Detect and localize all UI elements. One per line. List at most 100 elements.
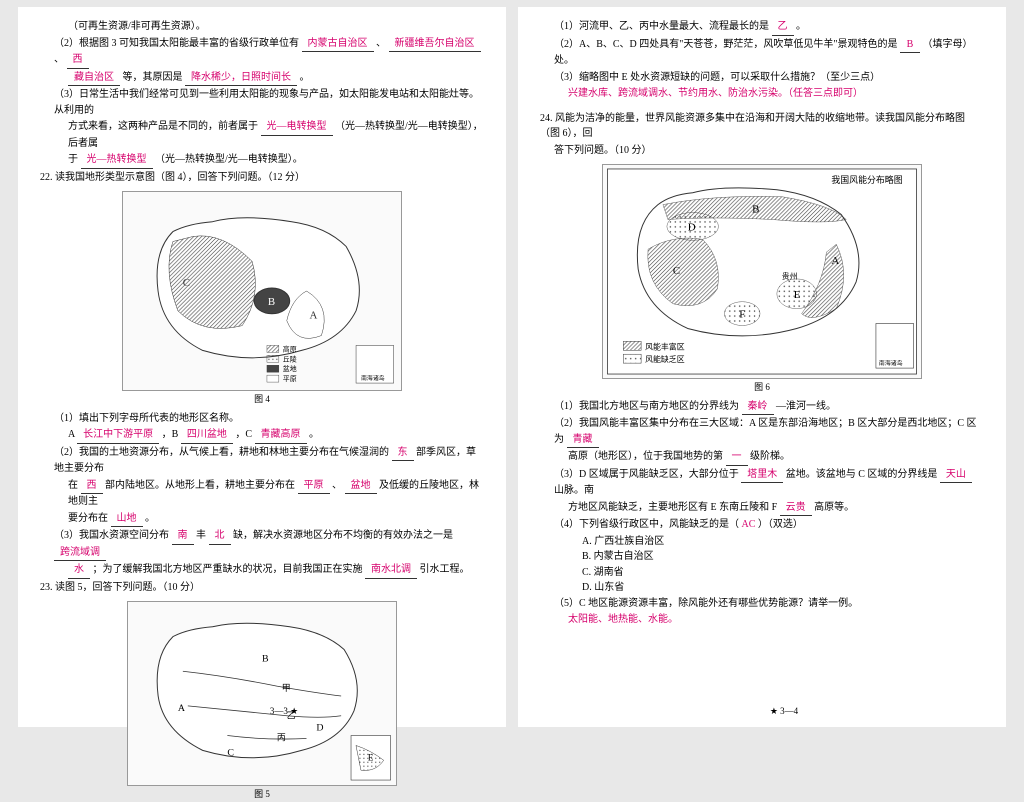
- text: 高原等。: [814, 502, 854, 513]
- text: （2）我国风能丰富区集中分布在三大区域：A 区是东部沿海地区；B 区大部分是西北…: [554, 418, 977, 445]
- q-line: 于 光—热转换型 （光—热转换型/光—电转换型）。: [40, 152, 484, 169]
- text: 部内陆地区。从地形上看，耕地主要分布在: [105, 480, 295, 491]
- svg-text:风能缺乏区: 风能缺乏区: [645, 354, 685, 364]
- q22-1-answers: A 长江中下游平原 ，B 四川盆地 ，C 青藏高原 。: [40, 427, 484, 444]
- svg-text:D: D: [316, 723, 323, 734]
- text: ）（双选）: [758, 519, 803, 530]
- question-24: 24. 风能为洁净的能量，世界风能资源多集中在沿海和开阔大陆的收缩地带。读我国风…: [540, 111, 984, 142]
- text: 。: [309, 429, 319, 440]
- svg-text:F: F: [739, 309, 745, 321]
- text: 高原（地形区），位于我国地势的第: [568, 451, 723, 462]
- page-footer-right: ★ 3—4: [540, 705, 1024, 719]
- options-row1: A. 广西壮族自治区 B. 内蒙古自治区: [540, 534, 984, 565]
- q23-1: （1）河流甲、乙、丙中水量最大、流程最长的是 乙 。: [540, 19, 984, 36]
- text: ，B: [162, 429, 179, 440]
- text: —淮河一线。: [776, 401, 836, 412]
- answer: AC: [742, 519, 756, 530]
- q23-3-ans: 兴建水库、跨流域调水、节约用水、防治水污染。（任答三点即可）: [540, 86, 984, 102]
- text: 在: [68, 480, 78, 491]
- svg-text:平原: 平原: [283, 375, 297, 383]
- answer: 长江中下游平原: [77, 427, 159, 444]
- answer: 云贵: [780, 500, 812, 517]
- answer: 南水北调: [365, 562, 417, 579]
- question-24b: 答下列问题。（10 分）: [540, 143, 984, 159]
- answer: 光—电转换型: [261, 119, 333, 136]
- question-23: 23. 读图 5，回答下列问题。（10 分）: [40, 580, 484, 596]
- page-left: （可再生资源/非可再生资源）。 （2）根据图 3 可知我国太阳能最丰富的省级行政…: [18, 7, 506, 727]
- answer: 东: [392, 445, 414, 462]
- options-row2: C. 湖南省 D. 山东省: [540, 565, 984, 596]
- answer: 青藏高原: [255, 427, 307, 444]
- text: A: [68, 429, 75, 440]
- text: （2）我国的土地资源分布，从气候上看，耕地和林地主要分布在气候湿润的: [54, 447, 389, 458]
- q24-3b: 方地区风能缺乏，主要地形区有 E 东南丘陵和 F 云贵 高原等。: [540, 500, 984, 517]
- svg-text:南海诸岛: 南海诸岛: [879, 359, 903, 367]
- text: （3）D 区域属于风能缺乏区，大部分位于: [554, 469, 739, 480]
- answer: 西: [67, 52, 89, 69]
- q-line: （2）根据图 3 可知我国太阳能最丰富的省级行政单位有 内蒙古自治区 、 新疆维…: [40, 36, 484, 69]
- q22-2b: 在 西 部内陆地区。从地形上看，耕地主要分布在 平原 、 盆地 及低缓的丘陵地区…: [40, 478, 484, 510]
- answer: 一: [726, 449, 748, 466]
- q22-3: （3）我国水资源空间分布 南 丰 北 缺，解决水资源地区分布不均衡的有效办法之一…: [40, 528, 484, 561]
- svg-text:E: E: [794, 289, 801, 301]
- text: ；为了缓解我国北方地区严重缺水的状况，目前我国正在实施: [93, 564, 363, 575]
- q22-2: （2）我国的土地资源分布，从气候上看，耕地和林地主要分布在气候湿润的 东 部季风…: [40, 445, 484, 477]
- svg-text:甲: 甲: [282, 683, 291, 693]
- svg-text:E: E: [368, 753, 373, 763]
- text: 级阶梯。: [750, 451, 790, 462]
- q24-3: （3）D 区域属于风能缺乏区，大部分位于 塔里木 盆地。该盆地与 C 区域的分界…: [540, 467, 984, 499]
- text: （1）河流甲、乙、丙中水量最大、流程最长的是: [554, 21, 769, 32]
- answer: 塔里木: [741, 467, 783, 484]
- option-d: D. 山东省: [582, 580, 782, 596]
- answer: 降水稀少，日照时间长: [185, 70, 297, 87]
- q24-5-ans: 太阳能、地热能、水能。: [540, 612, 984, 628]
- text: 、: [332, 480, 342, 491]
- svg-text:C: C: [227, 748, 234, 759]
- answer: 四川盆地: [181, 427, 233, 444]
- q24-5: （5）C 地区能源资源丰富，除风能外还有哪些优势能源？请举一例。: [540, 596, 984, 612]
- text: 、: [54, 54, 64, 65]
- text: 方地区风能缺乏，主要地形区有 E 东南丘陵和 F: [568, 502, 777, 513]
- text: 方式来看，这两种产品是不同的，前者属于: [68, 121, 258, 132]
- option-a: A. 广西壮族自治区: [582, 534, 782, 550]
- text: ，C: [235, 429, 252, 440]
- answer: 天山: [940, 467, 972, 484]
- q-line: （3）日常生活中我们经常可见到一些利用太阳能的现象与产品，如太阳能发电站和太阳能…: [40, 87, 484, 118]
- q-line: 藏自治区 等，其原因是 降水稀少，日照时间长 。: [40, 70, 484, 87]
- q24-2: （2）我国风能丰富区集中分布在三大区域：A 区是东部沿海地区；B 区大部分是西北…: [540, 416, 984, 448]
- page-right: （1）河流甲、乙、丙中水量最大、流程最长的是 乙 。 （2）A、B、C、D 四处…: [518, 7, 1006, 727]
- fig6-title: 我国风能分布略图: [831, 174, 902, 185]
- answer: 青藏: [567, 432, 599, 449]
- answer: 南: [172, 528, 194, 545]
- q22-1: （1）填出下列字母所代表的地形区名称。: [40, 411, 484, 427]
- answer: B: [900, 37, 920, 54]
- figure-4-caption: 图 4: [40, 393, 484, 407]
- answer: 光—热转换型: [81, 152, 153, 169]
- svg-text:C: C: [673, 265, 680, 277]
- text: （4）下列省级行政区中，风能缺乏的是（: [554, 519, 739, 530]
- text: （3）我国水资源空间分布: [54, 530, 169, 541]
- svg-text:风能丰富区: 风能丰富区: [645, 341, 685, 351]
- figure-4-map: C B A 高原 丘陵 盆地 平原 南海诸岛: [122, 191, 402, 391]
- answer: 内蒙古自治区: [302, 36, 374, 53]
- text: 。: [145, 513, 155, 524]
- text: 盆地。该盆地与 C 区域的分界线是: [786, 469, 938, 480]
- text: （光—热转换型/光—电转换型）。: [155, 154, 303, 165]
- svg-text:B: B: [268, 296, 275, 308]
- text: 。: [796, 21, 806, 32]
- text-line: （可再生资源/非可再生资源）。: [40, 19, 484, 35]
- text: 要分布在: [68, 513, 108, 524]
- answer: 水: [68, 562, 90, 579]
- svg-text:B: B: [262, 654, 269, 665]
- question-22: 22. 读我国地形类型示意图（图 4），回答下列问题。（12 分）: [40, 170, 484, 186]
- figure-6-caption: 图 6: [540, 381, 984, 395]
- page-footer-left: 3—3 ★: [40, 705, 528, 719]
- answer: 新疆维吾尔自治区: [389, 36, 481, 53]
- svg-text:高原: 高原: [283, 344, 297, 353]
- answer: 秦岭: [742, 399, 774, 416]
- svg-text:C: C: [183, 277, 190, 289]
- q24-4: （4）下列省级行政区中，风能缺乏的是（ AC ）（双选）: [540, 517, 984, 533]
- q22-3b: 水 ；为了缓解我国北方地区严重缺水的状况，目前我国正在实施 南水北调 引水工程。: [40, 562, 484, 579]
- svg-text:盆地: 盆地: [283, 364, 297, 373]
- q23-3: （3）缩略图中 E 处水资源短缺的问题，可以采取什么措施？（至少三点）: [540, 70, 984, 86]
